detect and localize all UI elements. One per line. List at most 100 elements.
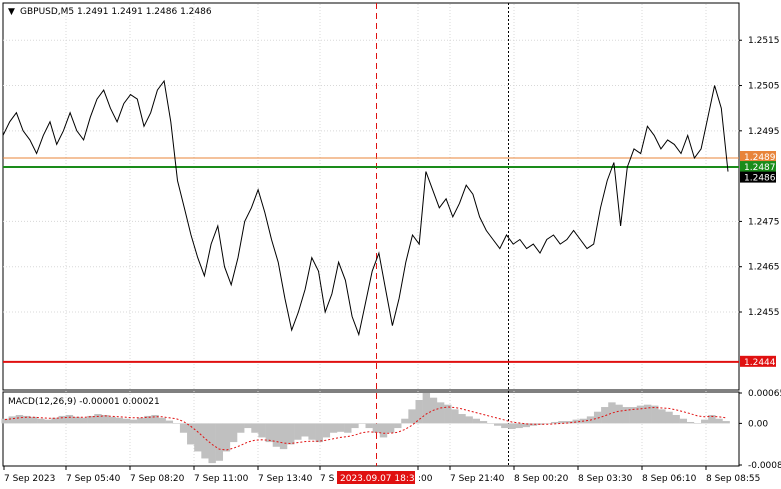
macd-histogram-bar xyxy=(651,405,659,424)
macd-histogram-bar xyxy=(179,423,188,433)
macd-histogram-bar xyxy=(229,423,238,443)
macd-histogram-bar xyxy=(372,423,381,433)
macd-histogram-bar xyxy=(115,417,124,424)
macd-histogram-bar xyxy=(679,418,688,424)
level-label-support: 1.2444 xyxy=(744,358,776,368)
macd-histogram-bar xyxy=(451,409,459,424)
macd-histogram-bar xyxy=(37,418,45,424)
macd-histogram-bar xyxy=(508,423,516,429)
macd-histogram-bar xyxy=(593,411,602,424)
time-tick-label: 7 Sep 13:40 xyxy=(258,474,313,484)
macd-histogram-bar xyxy=(165,420,174,424)
macd-histogram-bar xyxy=(108,416,116,424)
macd-histogram-bar xyxy=(693,423,702,424)
macd-histogram-bar xyxy=(151,414,159,424)
macd-tick-label: 0.00065 xyxy=(748,389,781,399)
macd-histogram-bar xyxy=(515,423,523,429)
price-tick-label: 1.2475 xyxy=(748,217,780,227)
macd-histogram-bar xyxy=(101,414,109,424)
macd-histogram-bar xyxy=(479,421,488,424)
macd-histogram-bar xyxy=(722,421,730,424)
macd-histogram-bar xyxy=(265,423,273,443)
macd-histogram-bar xyxy=(558,421,566,424)
macd-histogram-bar xyxy=(65,414,74,424)
time-tick-label: 8 Sep 03:30 xyxy=(578,474,633,484)
macd-histogram-bar xyxy=(379,423,388,438)
macd-histogram-bar xyxy=(144,415,152,424)
macd-histogram-bar xyxy=(44,419,52,424)
macd-histogram-bar xyxy=(601,407,609,424)
macd-histogram-bar xyxy=(194,423,202,452)
level-badge-bid xyxy=(740,171,776,183)
axis-labels: 1.2515 1.2505 1.2495 1.2475 1.2465 1.2455 7 Se… xyxy=(3,36,781,484)
macd-histogram-bar xyxy=(344,423,352,433)
macd-histogram-bar xyxy=(543,423,552,424)
macd-title: MACD(12,26,9) -0.00001 0.00021 xyxy=(8,397,160,407)
macd-histogram-bar xyxy=(501,423,509,429)
dropdown-arrow-icon[interactable]: ▼ xyxy=(8,7,15,17)
time-tick-label: 7 Sep 2023 xyxy=(4,474,55,484)
macd-histogram-bar xyxy=(129,419,138,424)
macd-histogram-bar xyxy=(158,417,166,424)
time-highlight-badge xyxy=(337,471,415,484)
macd-histogram-bar xyxy=(122,418,131,424)
macd-histogram-bar xyxy=(643,404,652,424)
macd-histogram-bar xyxy=(94,414,102,424)
price-tick-label: 1.2505 xyxy=(748,82,780,92)
macd-signal-line xyxy=(4,406,727,451)
macd-histogram-bar xyxy=(629,407,638,424)
time-tick-label: 7 S xyxy=(320,474,335,484)
macd-histogram-bar xyxy=(201,423,209,459)
price-tick-label: 1.2495 xyxy=(748,127,780,137)
macd-histogram-bar xyxy=(15,414,24,424)
macd-histogram-bar xyxy=(394,423,402,429)
macd-pane[interactable] xyxy=(2,391,740,467)
macd-histogram-bar xyxy=(715,418,723,424)
time-tick-label: 7 Sep 11:00 xyxy=(194,474,249,484)
macd-tick-label: 0.00 xyxy=(748,419,768,429)
macd-histogram-bar xyxy=(222,423,231,452)
time-tick-label: 8 Sep 00:20 xyxy=(514,474,569,484)
macd-histogram-bar xyxy=(422,393,431,424)
macd-histogram-bar xyxy=(522,423,530,428)
macd-histogram-bar xyxy=(358,423,366,424)
macd-histogram-bar xyxy=(272,423,281,447)
macd-histogram-bar xyxy=(279,423,288,450)
macd-histogram-bar xyxy=(22,415,31,424)
level-badge-current xyxy=(740,161,776,173)
macd-histogram-bar xyxy=(444,404,452,424)
macd-histogram-bar xyxy=(329,423,338,433)
macd-histogram-bar xyxy=(208,423,216,464)
macd-histogram-bar xyxy=(415,400,423,424)
time-tick-label: 7 Sep 05:40 xyxy=(66,474,121,484)
macd-histogram-bar xyxy=(336,423,345,432)
macd-histogram-bar xyxy=(658,409,666,424)
level-label-bid: 1.2486 xyxy=(744,174,776,184)
level-badge-support xyxy=(740,355,776,367)
macd-histogram-bar xyxy=(87,415,95,424)
time-tick-label: 7 Sep 21:40 xyxy=(450,474,505,484)
macd-histogram-bar xyxy=(551,421,559,424)
macd-histogram-bar xyxy=(286,423,295,445)
price-pane[interactable] xyxy=(2,2,740,391)
macd-histogram-bar xyxy=(79,417,88,424)
level-badge-resistance xyxy=(740,151,776,162)
macd-histogram-bar xyxy=(529,423,538,426)
macd-histogram-bar xyxy=(301,423,309,437)
macd-histogram-bar xyxy=(536,423,545,425)
macd-histogram-bar xyxy=(701,419,709,424)
macd-histogram-bar xyxy=(608,402,616,424)
macd-histogram-bar xyxy=(258,423,266,438)
time-tick-label: 7 Sep 08:20 xyxy=(130,474,185,484)
macd-histogram-bar xyxy=(137,417,145,424)
macd-histogram-bar xyxy=(51,417,59,424)
macd-histogram-bar xyxy=(708,414,716,424)
macd-histogram-bar xyxy=(1,418,9,424)
macd-histogram-bar xyxy=(351,423,359,429)
macd-histogram-bar xyxy=(622,407,630,424)
macd-histogram-bar xyxy=(215,423,224,461)
macd-histogram-bar xyxy=(436,402,445,424)
macd-histogram-bar xyxy=(237,423,245,433)
